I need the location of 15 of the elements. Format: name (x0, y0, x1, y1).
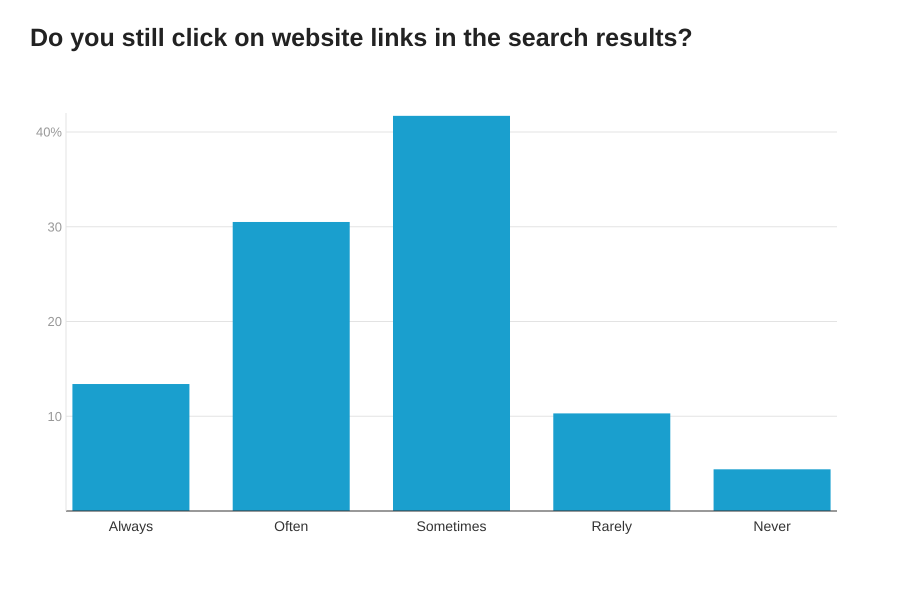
chart-title: Do you still click on website links in the search results? (30, 24, 693, 52)
y-tick-label: 30 (48, 219, 62, 234)
x-tick-label: Rarely (592, 518, 632, 534)
bar (714, 469, 831, 511)
bar (72, 384, 190, 511)
x-tick-label: Always (108, 518, 154, 534)
bar (392, 116, 510, 511)
y-tick-label: 10 (48, 408, 62, 424)
x-tick-label: Never (753, 518, 792, 534)
x-tick-label: Often (274, 518, 308, 534)
x-tick-label: Sometimes (416, 518, 487, 534)
bar (553, 413, 670, 511)
y-tick-label: 20 (48, 314, 62, 330)
y-tick-label: 40% (36, 124, 62, 140)
bar (232, 222, 350, 511)
